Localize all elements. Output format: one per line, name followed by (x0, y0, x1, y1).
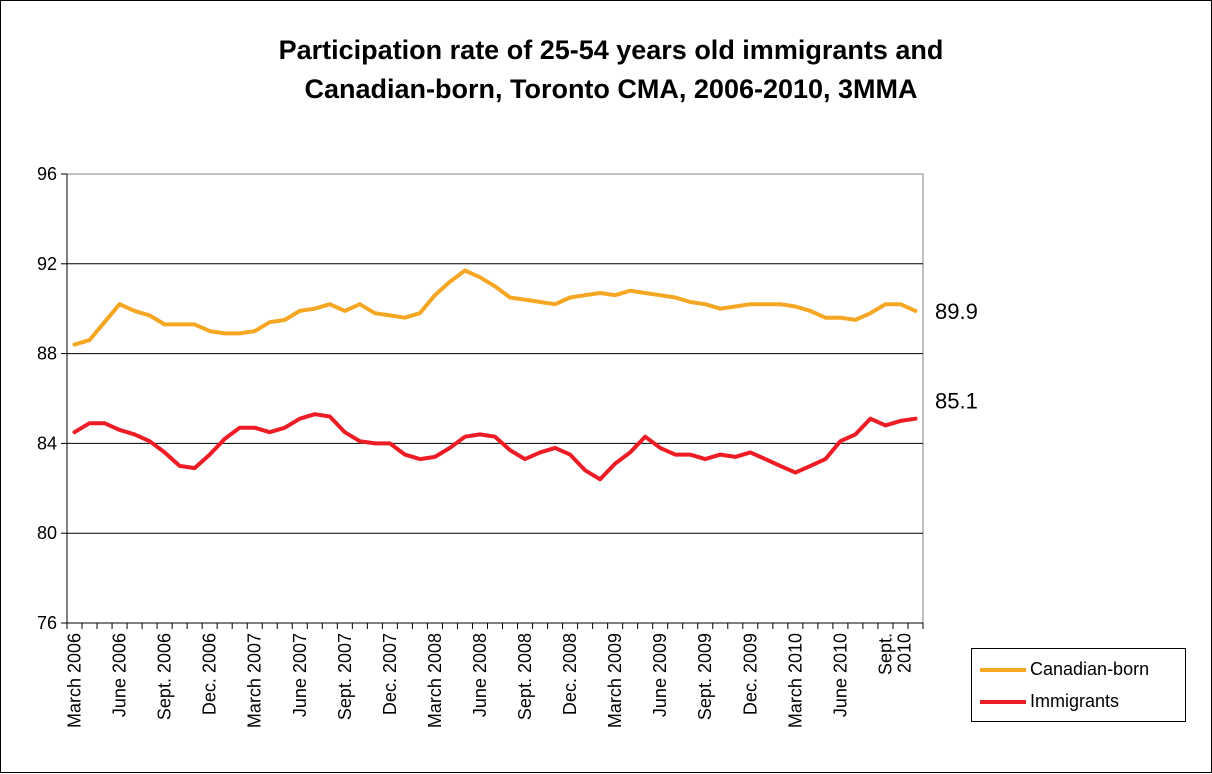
x-tick-label: Sept. (875, 633, 895, 675)
legend-item-immigrants: Immigrants (972, 686, 1185, 716)
y-tick-label: 84 (37, 433, 57, 453)
x-tick-label: June 2006 (110, 633, 130, 717)
x-tick-label: Sept. 2009 (695, 633, 715, 720)
x-tick-label: March 2009 (605, 633, 625, 728)
legend: Canadian-born Immigrants (971, 648, 1186, 722)
x-tick-label: June 2007 (290, 633, 310, 717)
y-tick-label: 88 (37, 344, 57, 364)
legend-item-canadian-born: Canadian-born (972, 654, 1185, 684)
x-tick-label: March 2006 (65, 633, 85, 728)
x-tick-label: March 2008 (425, 633, 445, 728)
x-tick-label: Dec. 2006 (200, 633, 220, 715)
end-value-label-canadian-born: 89.9 (935, 299, 978, 324)
x-tick-label: June 2010 (830, 633, 850, 717)
y-tick-label: 76 (37, 613, 57, 633)
legend-swatch-canadian-born (980, 668, 1026, 672)
end-value-label-immigrants: 85.1 (935, 389, 978, 414)
y-tick-label: 80 (37, 523, 57, 543)
y-tick-label: 96 (37, 164, 57, 184)
x-tick-label: March 2007 (245, 633, 265, 728)
x-tick-label: June 2008 (470, 633, 490, 717)
x-tick-label-continuation: 2010 (894, 633, 914, 673)
x-tick-label: June 2009 (650, 633, 670, 717)
x-tick-label: Dec. 2008 (560, 633, 580, 715)
chart-title: Participation rate of 25-54 years old im… (111, 31, 1111, 109)
legend-label-immigrants: Immigrants (1030, 691, 1120, 711)
chart-title-line-1: Participation rate of 25-54 years old im… (278, 35, 944, 65)
x-tick-label: Dec. 2007 (380, 633, 400, 715)
legend-swatch-immigrants (980, 700, 1026, 704)
x-tick-label: March 2010 (785, 633, 805, 728)
x-tick-label: Sept. 2008 (515, 633, 535, 720)
x-tick-label: Sept. 2007 (335, 633, 355, 720)
chart-title-line-2: Canadian-born, Toronto CMA, 2006-2010, 3… (304, 74, 918, 104)
y-tick-label: 92 (37, 254, 57, 274)
x-tick-label: Sept. 2006 (155, 633, 175, 720)
series-line-immigrants (72, 412, 918, 482)
series-line-canadian-born (72, 268, 918, 347)
plot-area (66, 173, 924, 624)
legend-label-canadian-born: Canadian-born (1030, 659, 1150, 679)
x-tick-label: Dec. 2009 (740, 633, 760, 715)
